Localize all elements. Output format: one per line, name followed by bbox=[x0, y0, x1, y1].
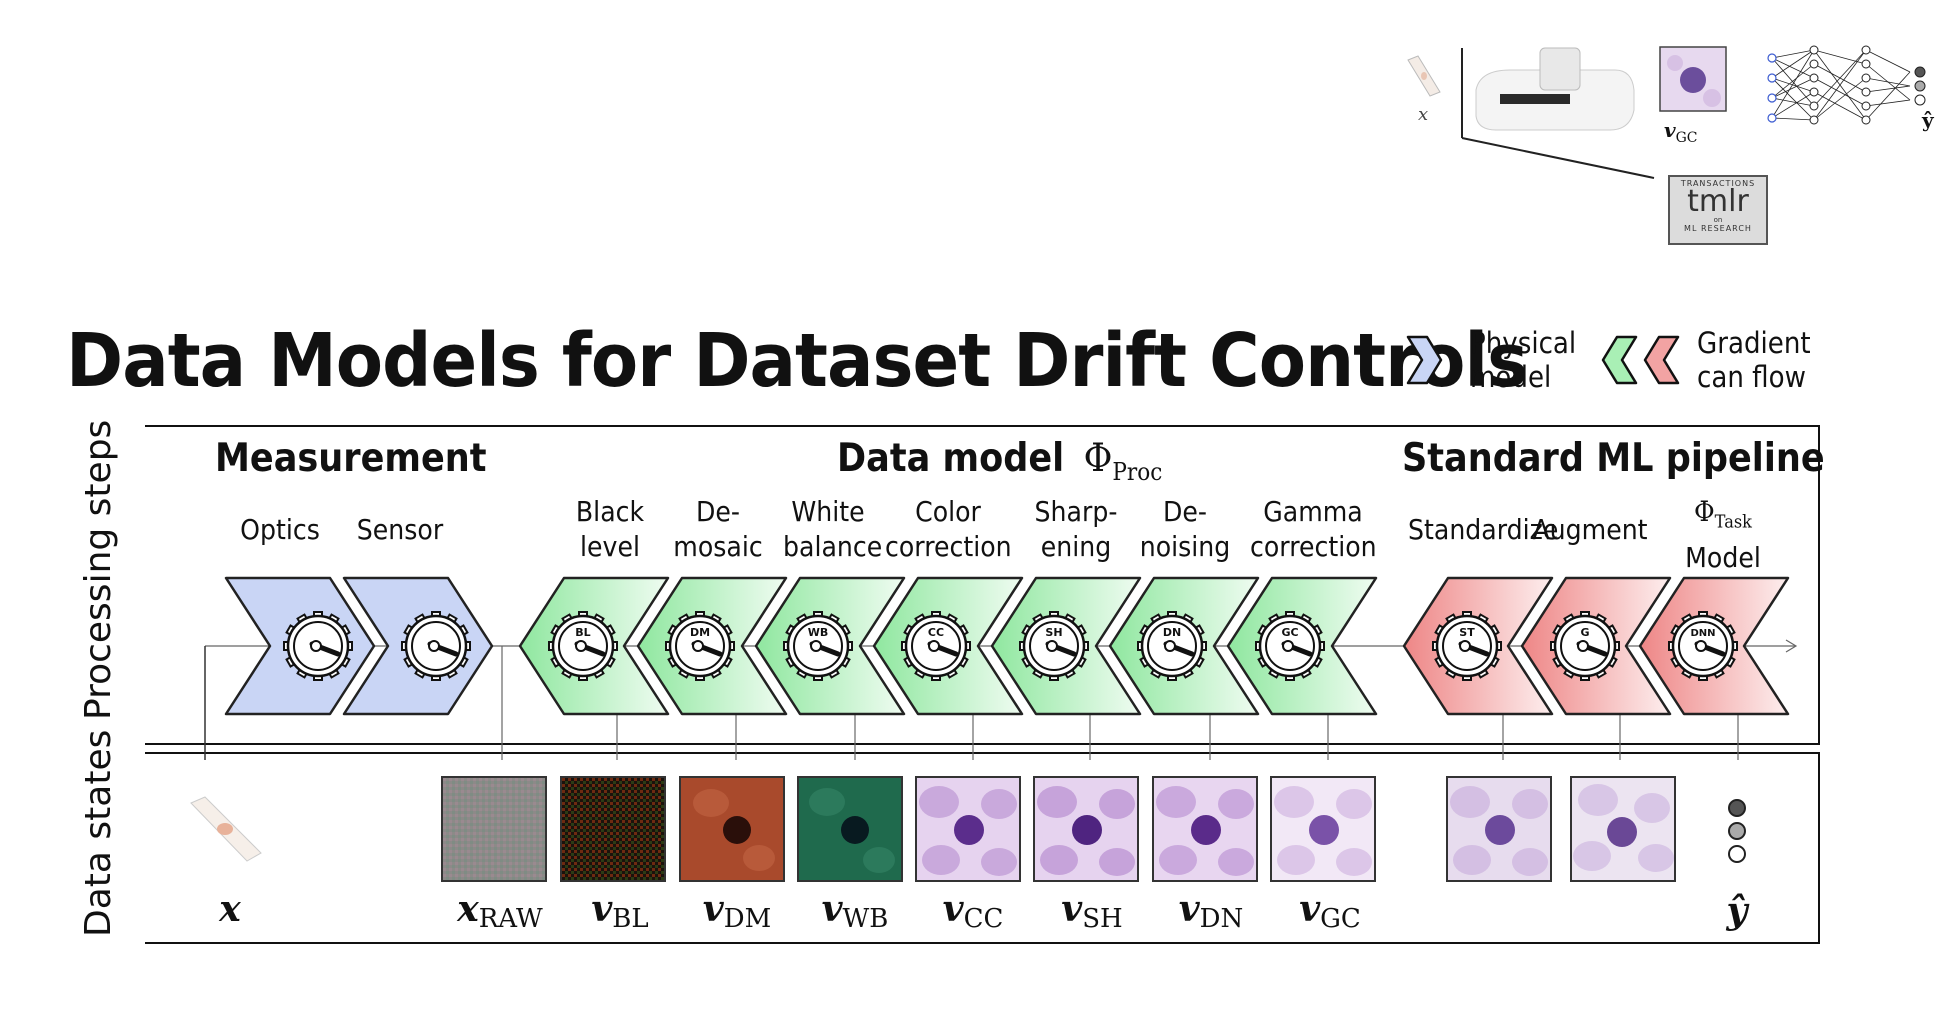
gamma-correction-image bbox=[1270, 776, 1376, 882]
step-denoising-label: De-noising bbox=[1139, 495, 1231, 563]
dn-knob-icon: DN bbox=[1137, 611, 1207, 681]
g-knob-icon: G bbox=[1550, 611, 1620, 681]
corner-yhat-label: ŷ bbox=[1922, 108, 1934, 132]
dm-knob-icon: DM bbox=[665, 611, 735, 681]
sh-knob-icon: SH bbox=[1019, 611, 1089, 681]
raw-image bbox=[441, 776, 547, 882]
sh-knob-text: SH bbox=[1045, 626, 1062, 639]
corner-preview-graphic bbox=[1407, 45, 1926, 179]
standardize-image bbox=[1446, 776, 1552, 882]
gradient-legend-label: Gradient can flow bbox=[1697, 326, 1811, 394]
processing-frame bbox=[145, 425, 1820, 745]
corner-preview: x vGC ŷ TRANSACTIONS tmlr on ML RESEARCH bbox=[1400, 30, 1940, 250]
physical-model-legend-label: Physical model bbox=[1470, 326, 1577, 394]
state-cc-label: vCC bbox=[942, 888, 1004, 934]
step-white-balance-label: White balance bbox=[783, 495, 883, 563]
step-gamma-correction-label: Gamma correction bbox=[1250, 495, 1377, 563]
denoising-image bbox=[1152, 776, 1258, 882]
g-knob-text: G bbox=[1580, 626, 1589, 639]
step-sharpening-label: Sharp-ening bbox=[1034, 495, 1118, 563]
state-x-label: x bbox=[219, 888, 241, 930]
slide-image bbox=[190, 796, 262, 862]
cc-knob-icon: CC bbox=[901, 611, 971, 681]
bl-knob-text: BL bbox=[575, 626, 590, 639]
demosaic-image bbox=[679, 776, 785, 882]
step-augment-label: Augment bbox=[1532, 513, 1648, 546]
step-color-correction-label: Color correction bbox=[885, 495, 1012, 563]
gc-knob-text: GC bbox=[1281, 626, 1298, 639]
st-knob-icon: ST bbox=[1432, 611, 1502, 681]
corner-v-label: vGC bbox=[1664, 118, 1698, 146]
cc-knob-text: CC bbox=[928, 626, 944, 639]
state-raw-label: xRAW bbox=[457, 888, 543, 934]
wb-knob-text: WB bbox=[808, 626, 829, 639]
states-frame bbox=[145, 752, 1820, 944]
black-level-image bbox=[560, 776, 666, 882]
state-sh-label: vSH bbox=[1061, 888, 1123, 934]
augment-image bbox=[1570, 776, 1676, 882]
step-demosaic-label: De-mosaic bbox=[673, 495, 763, 563]
optics-knob-icon bbox=[283, 611, 353, 681]
step-optics-label: Optics bbox=[240, 513, 320, 546]
step-standardize-label: Standardize bbox=[1408, 513, 1559, 546]
step-model-label: ΦTask Model bbox=[1685, 495, 1761, 574]
dn-knob-text: DN bbox=[1163, 626, 1181, 639]
dm-knob-text: DM bbox=[690, 626, 710, 639]
tmlr-logo: TRANSACTIONS tmlr on ML RESEARCH bbox=[1668, 175, 1768, 245]
dnn-knob-text: DNN bbox=[1690, 628, 1715, 639]
gc-knob-icon: GC bbox=[1255, 611, 1325, 681]
sharpening-image bbox=[1033, 776, 1139, 882]
state-dn-label: vDN bbox=[1178, 888, 1244, 934]
wb-knob-icon: WB bbox=[783, 611, 853, 681]
white-balance-image bbox=[797, 776, 903, 882]
physical-model-legend-icon bbox=[1406, 335, 1443, 385]
dnn-knob-icon: DNN bbox=[1668, 611, 1738, 681]
sensor-knob-icon bbox=[401, 611, 471, 681]
page-title: Data Models for Dataset Drift Controls bbox=[66, 318, 1528, 404]
state-wb-label: vWB bbox=[821, 888, 889, 934]
st-knob-text: ST bbox=[1459, 626, 1475, 639]
corner-x-label: x bbox=[1418, 104, 1429, 125]
color-correction-image bbox=[915, 776, 1021, 882]
prediction-output-dots bbox=[1728, 799, 1746, 863]
state-gc-label: vGC bbox=[1299, 888, 1361, 934]
ml-pipeline-heading: Standard ML pipeline bbox=[1402, 436, 1825, 481]
data-model-heading: Data model ΦProc bbox=[837, 436, 1163, 486]
bl-knob-icon: BL bbox=[548, 611, 618, 681]
state-dm-label: vDM bbox=[702, 888, 772, 934]
state-bl-label: vBL bbox=[591, 888, 649, 934]
step-sensor-label: Sensor bbox=[356, 513, 444, 546]
step-black-level-label: Black level bbox=[575, 495, 645, 563]
measurement-heading: Measurement bbox=[215, 436, 487, 481]
gradient-legend-icon bbox=[1601, 335, 1680, 385]
state-yhat-label: ŷ bbox=[1726, 890, 1748, 932]
